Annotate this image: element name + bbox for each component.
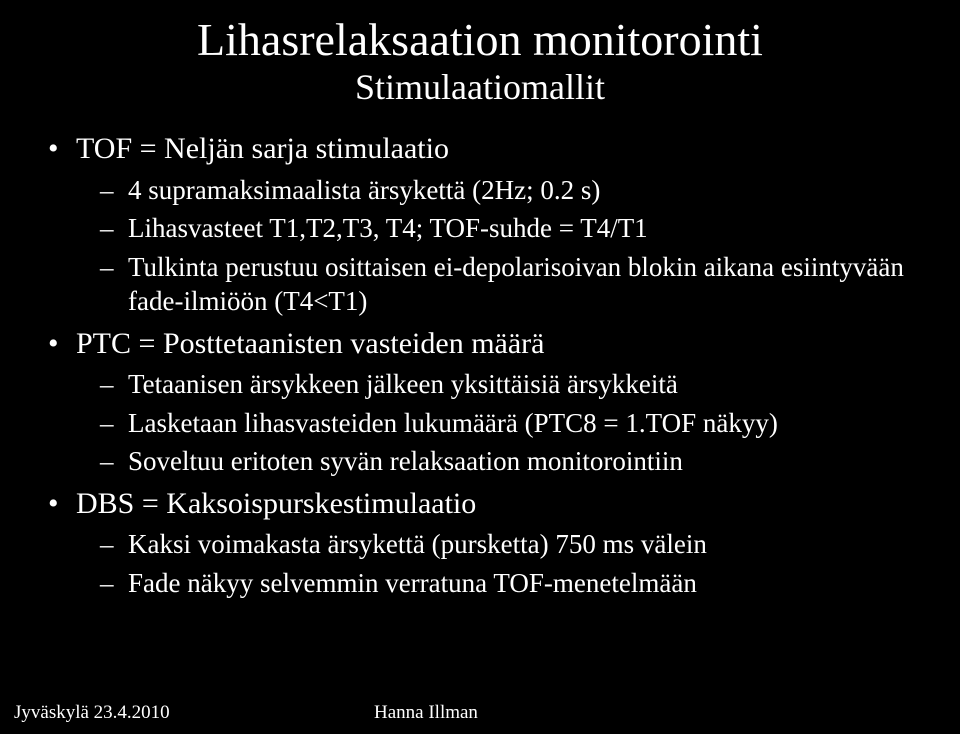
list-item: Lihasvasteet T1,T2,T3, T4; TOF-suhde = T… [100, 211, 928, 246]
list-item: Soveltuu eritoten syvän relaksaation mon… [100, 444, 928, 479]
bullet-text: PTC = Posttetaanisten vasteiden määrä [76, 327, 544, 360]
bullet-text: Tulkinta perustuu osittaisen ei-depolari… [128, 252, 904, 317]
bullet-text: Tetaanisen ärsykkeen jälkeen yksittäisiä… [128, 369, 678, 399]
slide-subtitle: Stimulaatiomallit [32, 66, 928, 108]
bullet-text: Soveltuu eritoten syvän relaksaation mon… [128, 446, 683, 476]
footer: Jyväskylä 23.4.2010 Hanna Illman [0, 702, 960, 724]
bullet-text: Fade näkyy selvemmin verratuna TOF-menet… [128, 568, 697, 598]
list-item: DBS = Kaksoispurskestimulaatio Kaksi voi… [48, 485, 928, 600]
list-item: 4 supramaksimaalista ärsykettä (2Hz; 0.2… [100, 173, 928, 208]
bullet-text: DBS = Kaksoispurskestimulaatio [76, 487, 476, 520]
bullet-text: Lasketaan lihasvasteiden lukumäärä (PTC8… [128, 408, 778, 438]
bullet-text: Kaksi voimakasta ärsykettä (pursketta) 7… [128, 529, 707, 559]
list-item: PTC = Posttetaanisten vasteiden määrä Te… [48, 325, 928, 479]
sub-list: 4 supramaksimaalista ärsykettä (2Hz; 0.2… [100, 173, 928, 319]
bullet-text: TOF = Neljän sarja stimulaatio [76, 132, 449, 165]
footer-author: Hanna Illman [334, 702, 946, 724]
slide: Lihasrelaksaation monitorointi Stimulaat… [0, 0, 960, 734]
bullet-text: 4 supramaksimaalista ärsykettä (2Hz; 0.2… [128, 175, 600, 205]
bullet-list: TOF = Neljän sarja stimulaatio 4 suprama… [48, 130, 928, 600]
list-item: Kaksi voimakasta ärsykettä (pursketta) 7… [100, 527, 928, 562]
list-item: Tetaanisen ärsykkeen jälkeen yksittäisiä… [100, 367, 928, 402]
list-item: Tulkinta perustuu osittaisen ei-depolari… [100, 250, 928, 319]
sub-list: Tetaanisen ärsykkeen jälkeen yksittäisiä… [100, 367, 928, 479]
list-item: TOF = Neljän sarja stimulaatio 4 suprama… [48, 130, 928, 319]
list-item: Lasketaan lihasvasteiden lukumäärä (PTC8… [100, 406, 928, 441]
list-item: Fade näkyy selvemmin verratuna TOF-menet… [100, 566, 928, 601]
slide-title: Lihasrelaksaation monitorointi [32, 16, 928, 64]
sub-list: Kaksi voimakasta ärsykettä (pursketta) 7… [100, 527, 928, 600]
bullet-text: Lihasvasteet T1,T2,T3, T4; TOF-suhde = T… [128, 213, 648, 243]
footer-date-location: Jyväskylä 23.4.2010 [14, 702, 334, 724]
